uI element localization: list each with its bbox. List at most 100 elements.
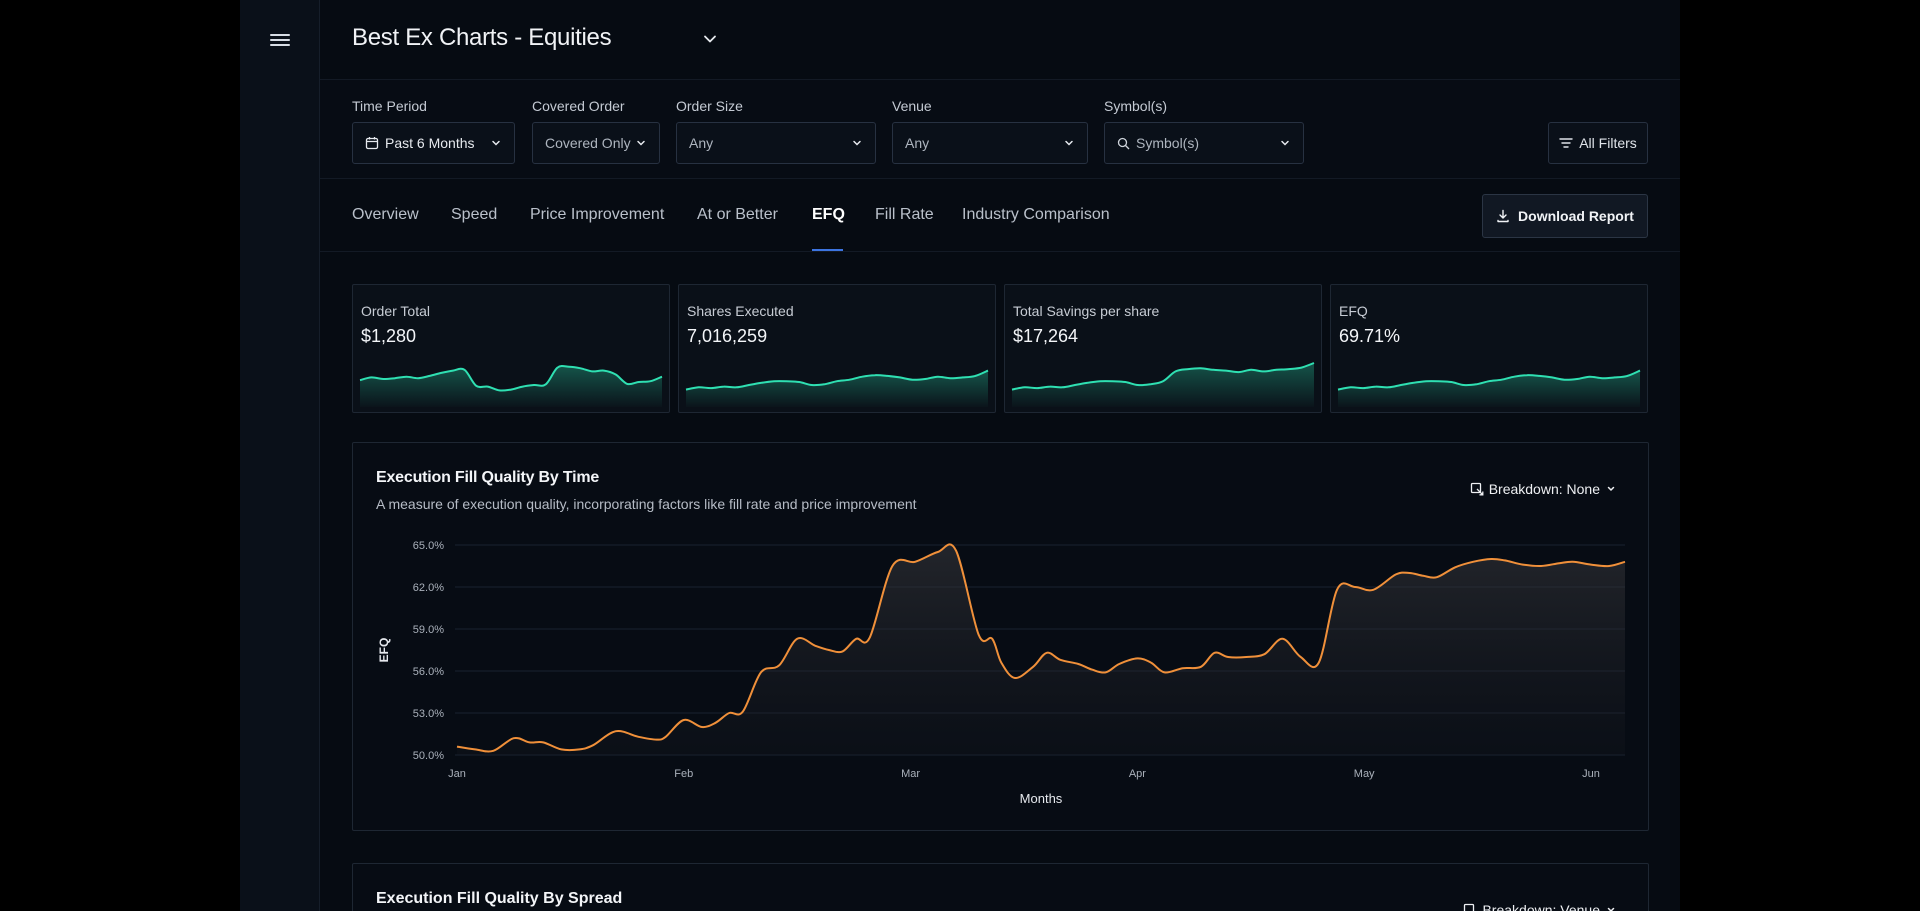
tab-at-or-better[interactable]: At or Better — [697, 206, 778, 223]
filter-label: Covered Order — [532, 98, 625, 114]
chevron-down-icon[interactable] — [702, 31, 718, 47]
time-period-select[interactable]: Past 6 Months — [352, 122, 515, 164]
x-tick-label: Mar — [901, 768, 920, 780]
efq-series-line — [456, 543, 1626, 753]
tab-fill-rate[interactable]: Fill Rate — [875, 206, 934, 223]
x-tick-label: Jun — [1582, 768, 1600, 780]
kpi-label: Shares Executed — [687, 303, 794, 319]
filter-symbols: Symbol(s) Symbol(s) — [1104, 97, 1304, 164]
y-tick-label: 65.0% — [413, 540, 444, 552]
sparkline-line — [1011, 362, 1315, 391]
filter-bar: Time Period Past 6 Months Covered Order … — [320, 80, 1680, 179]
select-value: Symbol(s) — [1136, 135, 1200, 151]
sparkline-area — [686, 370, 988, 407]
kpi-sparkline — [359, 365, 663, 407]
sparkline-line — [685, 369, 989, 391]
download-icon — [1497, 209, 1509, 223]
chevron-down-icon — [492, 140, 500, 146]
efq-line-chart: 65.0% 62.0% 59.0% 56.0% 53.0% 50.0% Jan Feb Mar A… — [377, 540, 1626, 806]
kpi-row: Order Total $1,280 Shares Executed 7,016… — [352, 284, 1649, 413]
kpi-card-total-savings[interactable]: Total Savings per share $17,264 — [1004, 284, 1322, 413]
kpi-card-efq[interactable]: EFQ 69.71% — [1330, 284, 1648, 413]
kpi-card-order-total[interactable]: Order Total $1,280 — [352, 284, 670, 413]
calendar-icon — [365, 137, 379, 150]
breakdown-dropdown[interactable]: Breakdown: None — [1470, 481, 1616, 497]
hamburger-menu-icon[interactable] — [270, 30, 290, 50]
tab-price-improvement[interactable]: Price Improvement — [530, 206, 665, 223]
chevron-down-icon — [1607, 486, 1615, 492]
x-tick-label: Jan — [448, 768, 466, 780]
y-tick-label: 53.0% — [413, 708, 444, 720]
app-window: Best Ex Charts - Equities Time Period Pa… — [240, 0, 1680, 911]
kpi-sparkline — [685, 369, 989, 407]
x-tick-label: May — [1354, 768, 1375, 780]
chevron-down-icon — [1281, 140, 1289, 146]
sparkline-area — [360, 365, 662, 407]
chevron-down-icon — [853, 140, 861, 146]
breakdown-icon — [1470, 482, 1484, 496]
page-title[interactable]: Best Ex Charts - Equities — [352, 24, 612, 51]
symbols-select[interactable]: Symbol(s) — [1104, 122, 1304, 164]
y-axis-label: EFQ — [377, 638, 391, 663]
filter-label: Time Period — [352, 98, 427, 114]
breakdown-icon — [1464, 903, 1475, 911]
download-report-button[interactable]: Download Report — [1482, 194, 1648, 238]
chart-subtitle: A measure of execution quality, incorpor… — [376, 496, 917, 512]
filter-label: Order Size — [676, 98, 743, 114]
tab-industry-comparison[interactable]: Industry Comparison — [962, 206, 1110, 223]
select-value: Covered Only — [545, 135, 631, 151]
y-tick-label: 62.0% — [413, 582, 444, 594]
kpi-label: Total Savings per share — [1013, 303, 1160, 319]
filter-icon — [1559, 138, 1573, 148]
kpi-value: $17,264 — [1013, 326, 1079, 346]
efq-by-time-card: Execution Fill Quality By Time A measure… — [352, 442, 1649, 831]
sparkline-area — [1338, 370, 1640, 407]
download-report-label: Download Report — [1518, 208, 1634, 224]
filter-label: Venue — [892, 98, 932, 114]
filter-time-period: Time Period Past 6 Months — [352, 97, 515, 164]
kpi-value: $1,280 — [361, 326, 417, 346]
chevron-down-icon — [637, 140, 645, 146]
search-icon — [1117, 137, 1130, 149]
efq-by-spread-card: Execution Fill Quality By Spread Breakdo… — [352, 863, 1649, 911]
order-size-select[interactable]: Any — [676, 122, 876, 164]
y-tick-label: 56.0% — [413, 666, 444, 678]
breakdown-dropdown[interactable]: Breakdown: Venue — [1463, 902, 1616, 911]
all-filters-button[interactable]: All Filters — [1548, 122, 1648, 164]
kpi-label: Order Total — [361, 303, 430, 319]
tab-speed[interactable]: Speed — [451, 206, 498, 223]
page-header: Best Ex Charts - Equities — [320, 0, 1680, 80]
select-value: Any — [905, 135, 930, 151]
kpi-sparkline — [1011, 362, 1315, 407]
y-tick-label: 50.0% — [413, 750, 444, 762]
chart-title: Execution Fill Quality By Spread — [376, 890, 623, 907]
y-tick-label: 59.0% — [413, 624, 444, 636]
kpi-card-shares-executed[interactable]: Shares Executed 7,016,259 — [678, 284, 996, 413]
filter-covered-order: Covered Order Covered Only — [532, 97, 660, 164]
kpi-label: EFQ — [1339, 303, 1368, 319]
efq-area — [457, 544, 1625, 755]
x-tick-label: Feb — [674, 768, 693, 780]
kpi-value: 69.71% — [1339, 326, 1401, 346]
x-tick-label: Apr — [1129, 768, 1146, 780]
x-axis-label: Months — [1020, 791, 1063, 806]
tab-efq[interactable]: EFQ — [812, 206, 845, 223]
covered-order-select[interactable]: Covered Only — [532, 122, 660, 164]
breakdown-label: Breakdown: None — [1488, 481, 1600, 497]
chevron-down-icon — [1607, 907, 1615, 911]
select-value: Any — [689, 135, 714, 151]
kpi-value: 7,016,259 — [687, 326, 768, 346]
venue-select[interactable]: Any — [892, 122, 1088, 164]
sparkline-line — [359, 365, 663, 392]
tab-overview[interactable]: Overview — [352, 206, 419, 223]
filter-label: Symbol(s) — [1104, 98, 1168, 114]
side-rail — [240, 0, 320, 911]
sparkline-area — [1012, 363, 1314, 407]
tab-bar: Overview Speed Price Improvement At or B… — [320, 180, 1680, 252]
sparkline-line — [1337, 369, 1641, 391]
active-tab-indicator — [812, 249, 843, 251]
filter-venue: Venue Any — [892, 97, 1088, 164]
filter-order-size: Order Size Any — [676, 97, 876, 164]
all-filters-label: All Filters — [1579, 135, 1637, 151]
main-panel: Best Ex Charts - Equities Time Period Pa… — [320, 0, 1680, 911]
